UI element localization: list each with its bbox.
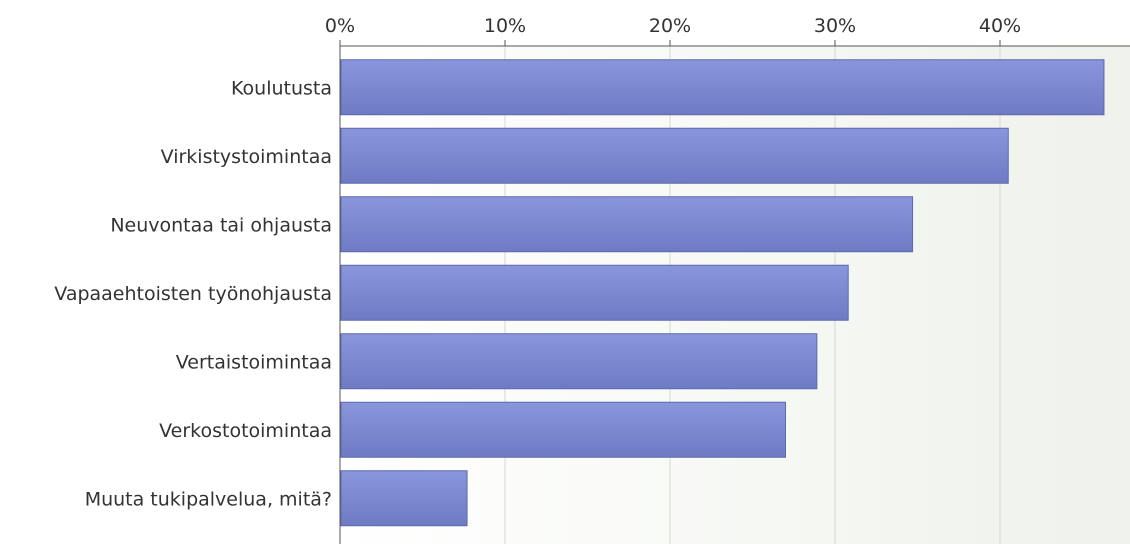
category-label: Vertaistoimintaa xyxy=(176,351,332,373)
bar xyxy=(340,59,1105,116)
bar xyxy=(340,401,786,458)
category-label: Vapaaehtoisten työnohjausta xyxy=(54,283,332,305)
category-label: Virkistystoimintaa xyxy=(161,146,332,168)
category-label: Koulutusta xyxy=(231,77,332,99)
category-label: Verkostotoimintaa xyxy=(159,420,332,442)
x-tick-label: 30% xyxy=(814,15,856,37)
x-tick-label: 0% xyxy=(325,15,355,37)
bar xyxy=(340,127,1009,184)
x-tick-label: 20% xyxy=(649,15,691,37)
bar xyxy=(340,333,818,390)
category-label: Muuta tukipalvelua, mitä? xyxy=(85,488,332,510)
bar xyxy=(340,264,849,321)
x-tick-label: 10% xyxy=(484,15,526,37)
bar xyxy=(340,470,468,527)
category-label: Neuvontaa tai ohjausta xyxy=(110,214,332,236)
bar xyxy=(340,196,914,253)
x-tick-label: 40% xyxy=(979,15,1021,37)
